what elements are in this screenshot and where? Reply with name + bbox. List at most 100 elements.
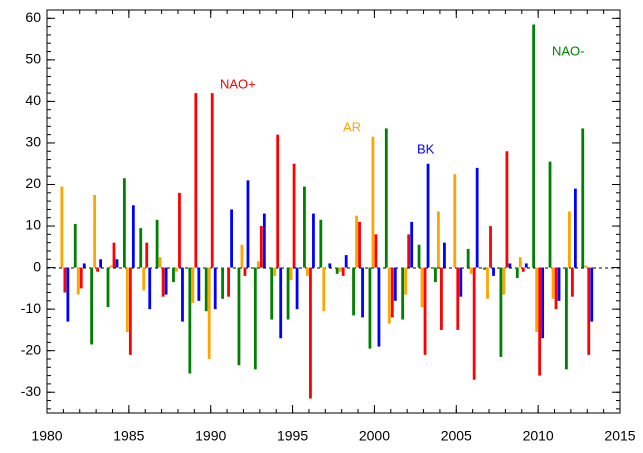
bar [93, 194, 97, 268]
bar [404, 267, 408, 295]
bar [384, 128, 388, 268]
series-label: NAO- [552, 43, 585, 58]
bar [368, 267, 372, 349]
y-tick-label: 50 [25, 51, 41, 67]
bar [79, 267, 83, 289]
x-tick-label: 1980 [31, 428, 62, 444]
series-label: NAO+ [220, 76, 256, 91]
bar [355, 215, 358, 268]
bar [73, 223, 77, 268]
y-tick-label: -30 [21, 383, 41, 399]
bar [564, 267, 568, 370]
plot-frame [46, 9, 621, 414]
bar [443, 242, 446, 268]
x-tick-label: 1990 [195, 428, 226, 444]
bar [213, 267, 217, 310]
bar [106, 267, 110, 308]
bar [227, 267, 230, 297]
bar [145, 242, 149, 268]
bar [483, 267, 486, 270]
bar [535, 267, 539, 332]
bar [276, 134, 280, 268]
y-tick-label: 0 [33, 258, 41, 274]
bar [197, 267, 201, 301]
y-tick-label: 20 [25, 175, 41, 191]
bar [532, 24, 536, 268]
bar [573, 188, 577, 268]
bar [207, 267, 211, 359]
y-tick-label: 60 [25, 9, 41, 25]
bar [524, 263, 528, 268]
bar [109, 265, 113, 268]
bar [312, 213, 315, 268]
bar [541, 267, 545, 339]
bar [262, 213, 266, 268]
bar [371, 136, 375, 268]
bar [475, 167, 479, 268]
bar [390, 267, 394, 318]
bar [472, 267, 476, 380]
bar [63, 267, 67, 293]
x-tick-label: 2015 [604, 428, 635, 444]
bar [112, 242, 116, 268]
y-tick-label: -10 [21, 300, 41, 316]
bar [273, 267, 277, 276]
bar [590, 267, 594, 322]
bar [237, 267, 241, 366]
bar [99, 259, 103, 268]
bar [551, 267, 555, 299]
bar [295, 267, 299, 310]
bar [76, 267, 80, 295]
bar [155, 219, 159, 268]
bar [96, 267, 100, 272]
x-tick-label: 2010 [523, 428, 554, 444]
bar [505, 151, 509, 268]
bar [270, 267, 274, 320]
y-tick-label: 30 [25, 134, 41, 150]
bar [240, 244, 244, 268]
bar [581, 128, 585, 268]
bar [518, 257, 522, 268]
series-label: AR [343, 119, 361, 134]
series-label: BK [417, 141, 435, 156]
bar [489, 226, 492, 268]
bar [338, 267, 342, 272]
bar [131, 205, 135, 268]
bar [437, 211, 440, 268]
bar [66, 267, 70, 322]
bar [508, 263, 512, 268]
bar [90, 267, 94, 345]
bar [158, 257, 162, 268]
bar [122, 178, 126, 268]
bar [128, 267, 132, 355]
bar [377, 267, 381, 347]
bar [181, 267, 184, 322]
bar [453, 174, 457, 268]
bar [554, 267, 558, 310]
bar [358, 221, 361, 268]
bar [499, 267, 503, 357]
bar [253, 267, 257, 370]
bar [148, 267, 152, 310]
bar [256, 261, 260, 268]
bar [374, 234, 378, 268]
bar [230, 209, 233, 268]
bar [440, 267, 443, 330]
bar [417, 244, 421, 268]
bar [352, 267, 355, 316]
bar [125, 267, 129, 332]
bar [456, 267, 460, 330]
bar [570, 267, 574, 297]
bar [410, 221, 414, 268]
bar [420, 267, 424, 308]
bar [423, 267, 427, 355]
bar [469, 267, 473, 274]
bar [426, 163, 430, 268]
bar [188, 267, 192, 374]
bar [289, 267, 293, 281]
bar [306, 267, 309, 276]
y-tick-label: -20 [21, 341, 41, 357]
y-tick-label: 40 [25, 92, 41, 108]
x-tick-label: 2005 [441, 428, 472, 444]
